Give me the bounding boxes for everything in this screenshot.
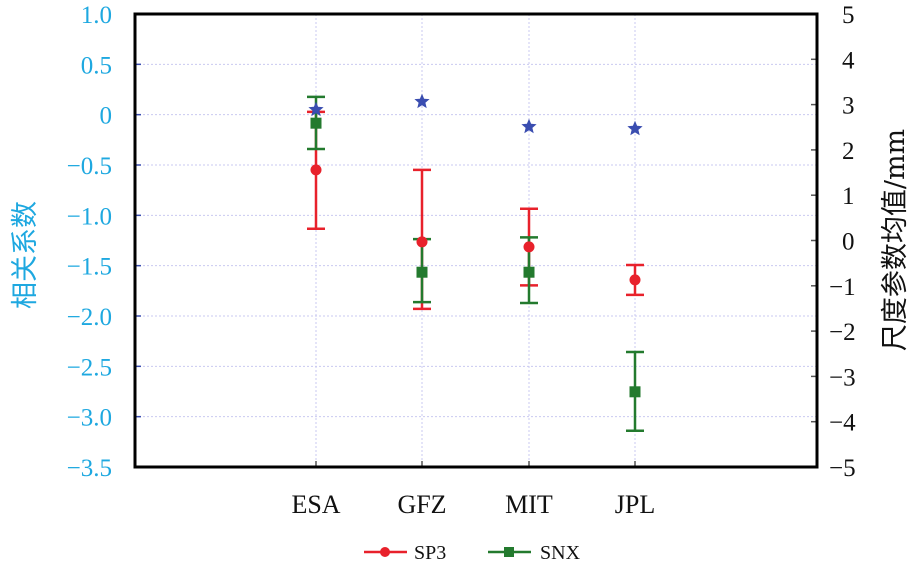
tick-label-right: −2 [829, 319, 856, 346]
legend: SP3 SNX [364, 542, 581, 564]
legend-item-sp3[interactable]: SP3 [364, 542, 446, 564]
category-label: MIT [505, 490, 553, 519]
point-correlation-star [308, 101, 324, 117]
point-snx [310, 117, 322, 129]
legend-label-sp3: SP3 [414, 542, 446, 564]
tick-label-left: −2.5 [67, 354, 112, 381]
tick-label-right: 2 [842, 138, 855, 165]
y-axis-label-right: 尺度参数均值/mm [880, 129, 911, 351]
tick-label-right: 4 [842, 47, 855, 74]
point-sp3 [310, 164, 322, 176]
point-sp3 [416, 236, 428, 248]
tick-label-right: 5 [842, 2, 855, 29]
tick-label-right: −3 [829, 364, 856, 391]
tick-label-left: −3.0 [67, 405, 112, 432]
tick-label-right: −5 [829, 455, 856, 482]
tick-label-left: 0.5 [81, 52, 112, 79]
point-sp3 [629, 274, 641, 286]
plot-frame [133, 12, 819, 469]
category-label: ESA [291, 490, 340, 519]
left-axis-ticks: 1.0 0.5 0 −0.5 −1.0 −1.5 −2.0 −2.5 −3.0 −3.5 [67, 2, 112, 482]
tick-label-right: 3 [842, 93, 855, 120]
tick-label-left: −3.5 [67, 455, 112, 482]
category-label: GFZ [397, 490, 446, 519]
legend-marker-snx [504, 547, 514, 557]
point-correlation-star [627, 120, 643, 136]
tick-label-left: 1.0 [81, 2, 112, 29]
point-snx [629, 386, 641, 398]
point-correlation-star [521, 118, 537, 134]
legend-label-snx: SNX [540, 542, 581, 564]
tick-label-right: 0 [842, 229, 855, 256]
point-snx [416, 266, 428, 278]
category-label: JPL [615, 490, 655, 519]
x-axis-labels: ESA GFZ MIT JPL [291, 490, 655, 519]
data-marks [307, 93, 644, 433]
point-correlation-star [414, 93, 430, 109]
tick-label-right: −4 [829, 410, 856, 437]
point-snx [523, 266, 535, 278]
y-axis-label-left: 相关系数 [10, 201, 41, 309]
tick-label-right: −1 [829, 274, 856, 301]
tick-label-left: −1.5 [67, 254, 112, 281]
point-sp3 [523, 241, 535, 253]
tick-label-left: 0 [100, 103, 113, 130]
right-axis-ticks: 5 4 3 2 1 0 −1 −2 −3 −4 −5 [829, 2, 856, 482]
tick-label-left: −0.5 [67, 153, 112, 180]
tick-label-left: −2.0 [67, 304, 112, 331]
tick-label-left: −1.0 [67, 203, 112, 230]
legend-marker-sp3 [380, 547, 390, 557]
grid [135, 14, 817, 467]
tick-label-right: 1 [842, 183, 855, 210]
legend-item-snx[interactable]: SNX [488, 542, 581, 564]
